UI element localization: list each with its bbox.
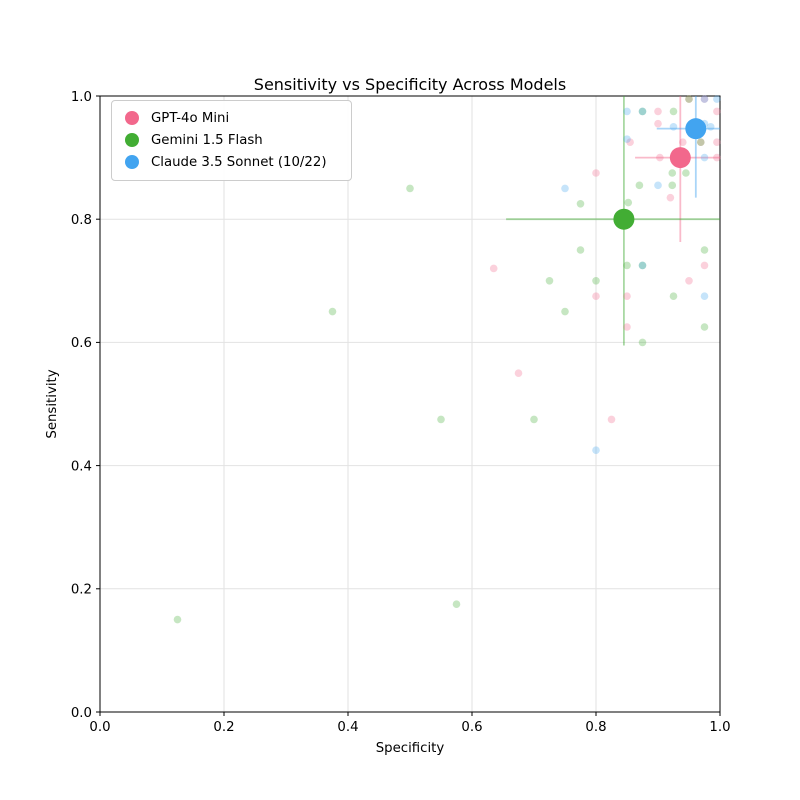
data-point-small [592,169,600,177]
y-axis-label: Sensitivity [45,369,60,438]
legend-item-claude-35-sonnet: Claude 3.5 Sonnet (10/22) [112,151,351,173]
data-point-small [638,338,647,347]
data-point-small [713,153,721,162]
chart-title: Sensitivity vs Specificity Across Models [254,75,566,94]
data-point-small [592,277,600,285]
data-point-small [576,200,585,208]
data-point-small [700,153,709,162]
data-point-small [545,277,554,285]
data-point-small [623,261,631,270]
data-point-small [623,135,631,143]
x-tick-label: 1.0 [709,720,730,735]
legend-marker-pink-icon [125,111,139,125]
data-point-small [713,95,721,103]
data-point-small [700,246,709,254]
data-point-small [173,615,182,624]
data-point-small [561,184,569,193]
data-point-small [700,292,709,301]
y-tick-label: 0.2 [71,583,92,598]
y-tick-label: 0.6 [71,336,92,351]
data-point-small [666,193,675,202]
data-point-small [328,307,337,316]
data-point-small [635,181,644,190]
plot-border [99,95,721,713]
data-layer [173,95,721,624]
data-point-summary [669,147,691,169]
y-tick-label: 0.4 [71,459,92,474]
data-point-small [638,107,647,116]
data-point-small [626,138,634,146]
data-point-small [668,181,677,190]
data-point-summary [685,118,707,140]
data-point-small [685,95,693,103]
data-point-small [530,415,538,424]
legend-label: Gemini 1.5 Flash [151,132,263,148]
x-tick-label: 0.0 [89,720,110,735]
data-point-small [669,107,678,116]
y-tick-label: 0.0 [71,706,92,721]
data-point-small [576,246,585,254]
x-tick-label: 0.8 [585,720,606,735]
legend-item-gemini-15-flash: Gemini 1.5 Flash [112,129,351,151]
data-point-small [654,107,662,116]
data-point-small [696,138,705,146]
data-point-small [679,138,687,146]
data-point-small [654,119,662,128]
data-point-small [592,446,600,455]
data-point-small [623,323,631,331]
data-point-small [668,169,677,177]
data-point-small [437,415,445,424]
legend-marker-green-icon [125,133,139,147]
data-point-small [682,169,690,177]
data-point-small [700,95,709,103]
data-point-small [685,95,693,103]
data-point-small [669,123,678,131]
data-point-small [623,292,631,301]
x-axis-label: Specificity [376,741,445,756]
x-tick-label: 0.6 [461,720,482,735]
data-point-small [700,95,709,103]
x-tick-label: 0.4 [337,720,358,735]
data-point-small [489,264,498,273]
legend-label: GPT-4o Mini [151,110,230,126]
legend-item-gpt-4o-mini: GPT-4o Mini [112,107,351,129]
data-point-small [623,107,631,116]
data-point-small [406,184,414,193]
data-point-small [713,138,721,146]
data-point-small [669,292,678,301]
data-point-small [713,107,721,116]
x-tick-label: 0.2 [213,720,234,735]
data-point-small [656,153,664,162]
data-point-small [638,261,647,270]
tick-layer: 0.0 0.2 0.4 0.6 0.8 1.0 0.0 0.2 0.4 0.6 0.8 1.0 [71,90,731,735]
data-point-small [514,369,523,378]
y-tick-label: 0.8 [71,213,92,228]
data-point-small [706,123,715,131]
data-point-small [561,307,569,316]
data-point-small [607,415,616,424]
legend: GPT-4o Mini Gemini 1.5 Flash Claude 3.5 … [111,100,352,181]
data-point-small [700,261,709,270]
data-point-summary [613,208,635,230]
data-point-small [654,181,662,190]
data-point-small [696,138,705,146]
data-point-small [685,277,693,285]
data-point-small [592,292,600,301]
data-point-small [638,261,647,270]
data-point-small [638,107,647,116]
legend-label: Claude 3.5 Sonnet (10/22) [151,154,327,170]
data-point-small [624,198,633,207]
data-point-small [452,600,461,608]
data-point-small [700,323,709,331]
legend-marker-blue-icon [125,155,139,169]
y-tick-label: 1.0 [71,90,92,105]
